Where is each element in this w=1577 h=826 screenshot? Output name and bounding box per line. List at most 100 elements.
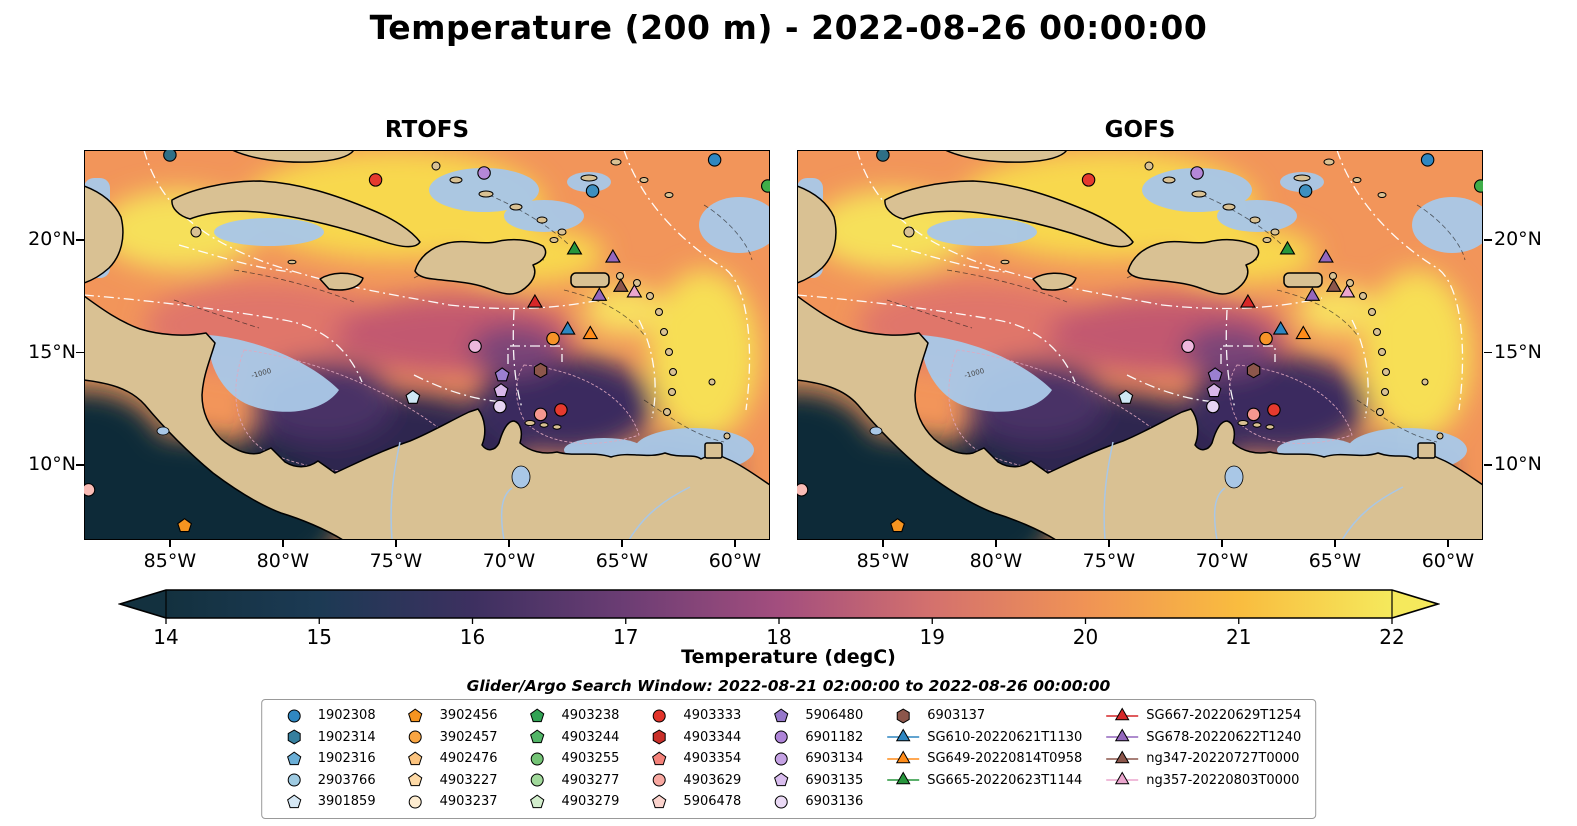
- y-tick-label: 15°N: [1494, 340, 1542, 363]
- x-tick-mark: [1447, 540, 1449, 547]
- y-tick-mark: [76, 239, 84, 241]
- panel-rtofs: RTOFS 85°W 80°W 75°W 70°W 65°W 60°W 20°N 15°N 10…: [28, 117, 770, 572]
- platform-marker: [1304, 287, 1321, 301]
- legend-item: SG678-20220622T1240: [1104, 728, 1301, 748]
- float-marker-swatch: [652, 773, 666, 787]
- float-marker-swatch: [408, 708, 423, 722]
- platform-marker: [652, 709, 666, 723]
- platform-marker: [533, 362, 548, 379]
- float-marker-swatch: [652, 794, 667, 808]
- legend-item-label: 4903255: [561, 751, 620, 767]
- platform-marker: [494, 367, 510, 382]
- platform-marker: [409, 730, 423, 744]
- platform-marker: [408, 751, 423, 765]
- platform-marker: [1207, 367, 1223, 382]
- platform-marker: [531, 773, 545, 787]
- float-marker-swatch: [287, 709, 301, 723]
- colorbar-label: Temperature (degC): [681, 646, 896, 668]
- x-tick-label: 85°W: [143, 550, 197, 572]
- platform-marker: [477, 166, 491, 180]
- platform-marker: [591, 287, 608, 301]
- platform-marker: [1190, 166, 1204, 180]
- figure-title: Temperature (200 m) - 2022-08-26 00:00:0…: [369, 8, 1208, 47]
- float-marker-swatch: [530, 729, 545, 744]
- legend-item: 6901182: [763, 728, 863, 748]
- platform-marker: [163, 150, 177, 162]
- platform-marker: [287, 729, 301, 745]
- platform-marker: [527, 293, 543, 308]
- legend-item-label: 1902314: [317, 729, 376, 745]
- legend-item-label: ng357-20220803T0000: [1146, 772, 1300, 788]
- x-tick-label: 70°W: [482, 550, 536, 572]
- legend-item: 4903344: [641, 728, 741, 748]
- svg-text:14: 14: [153, 625, 178, 649]
- legend-item: 3902457: [398, 728, 498, 748]
- float-marker-swatch: [531, 773, 545, 787]
- platform-marker: [1420, 153, 1435, 167]
- float-marker-swatch: [652, 751, 667, 765]
- glider-track-swatch: [887, 750, 920, 763]
- svg-text:21: 21: [1226, 625, 1251, 649]
- platform-marker: [530, 794, 545, 808]
- legend-item: 4903629: [641, 771, 741, 791]
- x-tick-mark: [1221, 540, 1223, 547]
- legend-item-label: 4903629: [683, 772, 742, 788]
- x-tick-label: 65°W: [1308, 550, 1362, 572]
- colorbar-right-arrow: [1392, 590, 1438, 618]
- x-tick-label: 70°W: [1195, 550, 1249, 572]
- float-marker-swatch: [409, 795, 423, 809]
- x-tick-mark: [1334, 540, 1336, 547]
- x-tick-label: 80°W: [969, 550, 1023, 572]
- platform-marker: [559, 320, 576, 335]
- svg-text:17: 17: [613, 625, 638, 649]
- y-tick-mark: [1484, 239, 1492, 241]
- svg-text:15: 15: [307, 625, 332, 649]
- legend: 1902308 1902314 1902316 2903766 3901859 39024…: [260, 699, 1317, 819]
- legend-item: 6903136: [763, 792, 863, 812]
- legend-item: 1902314: [276, 728, 376, 748]
- legend-column: 4903238 4903244 4903255 4903277 4903279: [520, 706, 620, 812]
- platform-marker: [1259, 331, 1273, 346]
- legend-item-label: 4903238: [561, 708, 620, 724]
- platform-marker: [1114, 750, 1130, 763]
- legend-item: 5906480: [763, 706, 863, 726]
- x-tick-mark: [882, 540, 884, 547]
- legend-column: 4903333 4903344 4903354 4903629 5906478: [641, 706, 741, 812]
- platform-marker: [1272, 320, 1289, 335]
- platform-marker: [493, 399, 507, 414]
- platform-marker: [1267, 403, 1281, 417]
- platform-marker: [409, 795, 423, 809]
- platform-marker: [286, 794, 301, 808]
- legend-item: 4903244: [520, 728, 619, 748]
- svg-text:19: 19: [920, 625, 945, 649]
- legend-item-label: 5906480: [805, 708, 864, 724]
- float-marker-swatch: [774, 730, 788, 744]
- panel-title-gofs: GOFS: [1104, 117, 1176, 143]
- platform-marker: [1325, 278, 1342, 292]
- x-tick-label: 75°W: [369, 550, 423, 572]
- float-marker-swatch: [652, 709, 666, 723]
- platform-marker: [493, 382, 509, 398]
- y-tick-mark: [76, 464, 84, 466]
- legend-item: 4903279: [520, 792, 619, 812]
- y-tick-mark: [1484, 351, 1492, 354]
- legend-item-label: SG678-20220622T1240: [1146, 729, 1302, 745]
- float-marker-swatch: [286, 751, 301, 765]
- legend-item: 1902308: [276, 706, 376, 726]
- platform-marker: [408, 708, 423, 722]
- legend-item: SG665-20220623T1144: [885, 771, 1082, 791]
- colorbar-gradient-bar: [166, 590, 1392, 618]
- float-marker-swatch: [896, 708, 910, 724]
- legend-item: 6903137: [885, 706, 1082, 726]
- legend-item-label: 3901859: [317, 794, 376, 810]
- platform-marker: [1246, 407, 1261, 422]
- legend-item: 6903134: [763, 749, 863, 769]
- float-marker-swatch: [530, 794, 545, 808]
- platform-marker: [652, 751, 667, 765]
- float-marker-swatch: [409, 730, 423, 744]
- platform-marker: [652, 794, 667, 808]
- legend-item: 4903227: [398, 771, 498, 791]
- platform-marker: [468, 339, 482, 353]
- legend-item-label: 6903135: [805, 772, 864, 788]
